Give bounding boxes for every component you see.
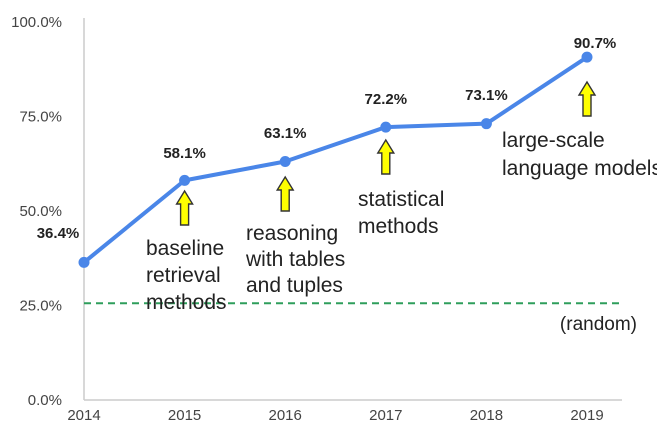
- data-label: 90.7%: [574, 35, 617, 52]
- data-point: [279, 155, 291, 167]
- x-tick-label: 2017: [369, 407, 402, 424]
- data-point: [380, 121, 392, 133]
- up-arrow-icon: [577, 80, 597, 117]
- annotation-text: reasoning: [246, 222, 338, 245]
- annotation-text: language models: [502, 157, 657, 180]
- x-tick-label: 2015: [168, 407, 201, 424]
- annotation-text: with tables: [245, 248, 345, 271]
- up-arrow-icon: [376, 138, 396, 175]
- x-tick-label: 2018: [470, 407, 503, 424]
- data-point: [480, 118, 492, 130]
- annotation-text: large-scale: [502, 129, 605, 152]
- y-tick-label: 25.0%: [19, 298, 62, 315]
- data-label: 73.1%: [465, 87, 508, 104]
- y-tick-label: 75.0%: [19, 109, 62, 126]
- series-line: [82, 55, 589, 265]
- up-arrow-icon: [275, 175, 295, 212]
- random-label: (random): [560, 314, 637, 335]
- data-label: 58.1%: [163, 145, 206, 162]
- x-tick-label: 2014: [67, 407, 100, 424]
- annotation-text: statistical: [358, 188, 444, 211]
- annotation-text: methods: [146, 291, 227, 314]
- y-tick-label: 50.0%: [19, 203, 62, 220]
- data-label: 72.2%: [365, 91, 408, 108]
- data-point: [581, 51, 593, 63]
- x-tick-label: 2016: [269, 407, 302, 424]
- data-label: 36.4%: [37, 225, 80, 242]
- annotation-text: and tuples: [246, 274, 343, 297]
- annotation-text: methods: [358, 215, 439, 238]
- annotation-text: baseline: [146, 237, 224, 260]
- y-tick-label: 0.0%: [28, 392, 62, 409]
- data-label: 63.1%: [264, 125, 307, 142]
- x-tick-label: 2019: [570, 407, 603, 424]
- y-tick-label: 100.0%: [11, 14, 62, 31]
- data-point: [78, 256, 90, 268]
- up-arrow-icon: [175, 189, 194, 226]
- annotation-text: retrieval: [146, 264, 221, 287]
- data-point: [179, 174, 191, 186]
